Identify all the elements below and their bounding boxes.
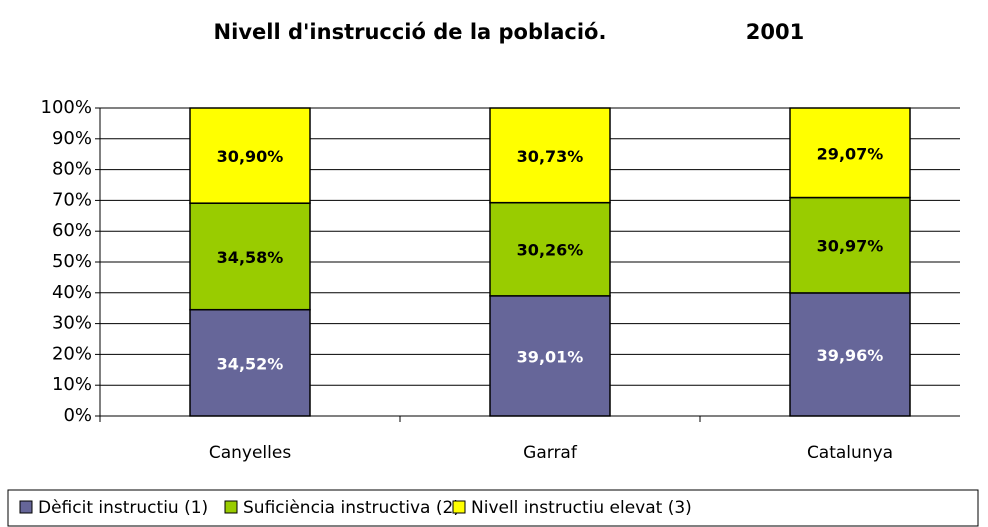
y-tick-label: 10%	[52, 374, 92, 395]
y-tick-label: 90%	[52, 128, 92, 149]
legend-label: Nivell instructiu elevat (3)	[471, 498, 692, 518]
bar-segment	[789, 196, 911, 294]
bar-segment	[189, 202, 311, 311]
chart-title: Nivell d'instrucció de la població.	[214, 20, 607, 44]
legend-swatch	[19, 500, 33, 514]
y-tick-label: 30%	[52, 313, 92, 334]
x-tick-label: Catalunya	[807, 443, 893, 463]
bar-segment	[189, 308, 311, 417]
bar-segment	[489, 107, 611, 204]
legend-swatch	[224, 500, 238, 514]
bar-segment	[489, 295, 611, 417]
legend-label: Dèficit instructiu (1)	[38, 498, 208, 518]
y-tick-label: 50%	[52, 251, 92, 272]
data-label: 30,73%	[517, 147, 584, 166]
y-tick-label: 20%	[52, 343, 92, 364]
data-label: 29,07%	[817, 144, 884, 163]
bar-segment	[789, 107, 911, 199]
data-label: 34,52%	[217, 354, 284, 373]
legend-swatch	[452, 500, 466, 514]
legend-label: Suficiència instructiva (2)	[243, 498, 460, 518]
data-label: 30,90%	[217, 147, 284, 166]
x-tick-label: Garraf	[523, 443, 578, 463]
chart-subtitle: 2001	[746, 20, 804, 44]
y-tick-label: 60%	[52, 220, 92, 241]
data-label: 39,96%	[817, 346, 884, 365]
data-label: 30,26%	[517, 241, 584, 260]
data-label: 39,01%	[517, 347, 584, 366]
bar-segment	[189, 107, 311, 204]
bar-segment	[789, 292, 911, 417]
y-tick-label: 80%	[52, 159, 92, 180]
x-tick-label: Canyelles	[209, 443, 291, 463]
bar-segment	[489, 201, 611, 297]
y-tick-label: 100%	[41, 97, 92, 118]
y-tick-label: 0%	[63, 405, 92, 426]
data-label: 34,58%	[217, 248, 284, 267]
legend-box	[7, 489, 979, 527]
y-tick-label: 40%	[52, 282, 92, 303]
data-label: 30,97%	[817, 237, 884, 256]
y-tick-label: 70%	[52, 189, 92, 210]
